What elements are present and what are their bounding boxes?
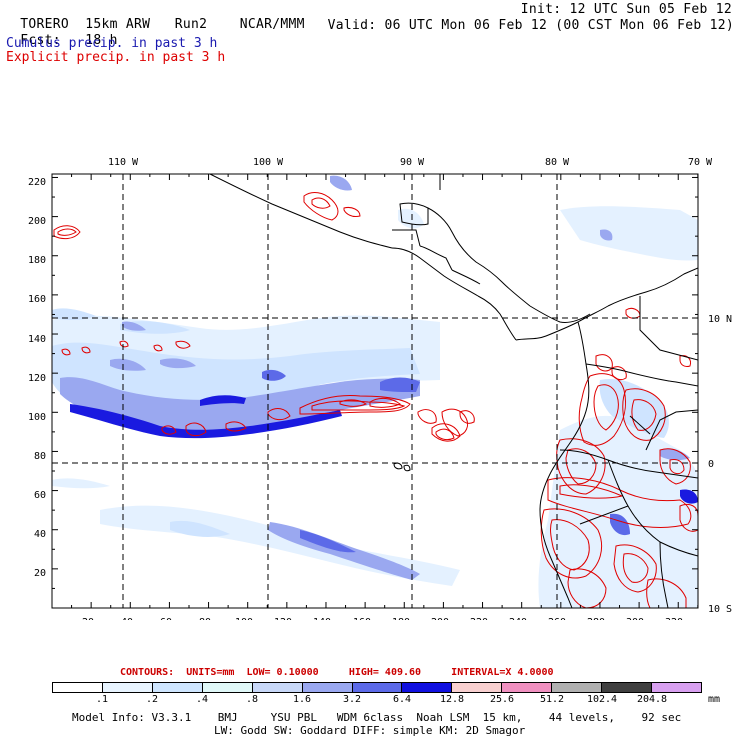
colorbar-swatch — [552, 683, 603, 692]
left-tick-label: 160 — [28, 294, 46, 305]
bottom-tick-label: 160 — [353, 617, 371, 620]
fcst-label: Fcst: — [20, 33, 61, 48]
cumulus-precip-label: Cumulus precip. in past 3 h — [6, 36, 218, 51]
bottom-tick-label: 180 — [392, 617, 410, 620]
colorbar-swatch — [252, 683, 303, 692]
colorbar-label: .1 — [95, 694, 109, 705]
left-tick-label: 140 — [28, 334, 46, 345]
colorbar-label: 3.2 — [342, 694, 362, 705]
bottom-tick-label: 80 — [199, 617, 211, 620]
colorbar-swatch — [652, 683, 701, 692]
frame-ticks — [51, 174, 699, 609]
lon-label-90w: 90 W — [400, 157, 425, 168]
lat-label-0: 0 — [708, 459, 714, 470]
bottom-tick-label: 140 — [313, 617, 331, 620]
colorbar-swatch — [402, 683, 453, 692]
coastlines — [209, 174, 698, 608]
bottom-tick-label: 60 — [160, 617, 172, 620]
fcst-value: 18 h — [85, 33, 118, 48]
valid-time: Valid: 06 UTC Mon 06 Feb 12 (00 CST Mon … — [327, 18, 734, 33]
bottom-tick-label: 40 — [121, 617, 133, 620]
bottom-tick-label: 20 — [82, 617, 94, 620]
bottom-tick-label: 300 — [626, 617, 644, 620]
colorbar-label: mm — [707, 694, 721, 705]
contour-info: CONTOURS: UNITS=mm LOW= 0.10000 HIGH= 40… — [120, 667, 554, 678]
bottom-tick-label: 240 — [509, 617, 527, 620]
contour-label: CONTOURS: — [120, 667, 175, 678]
header-model-line: TORERO 15km ARW Run2 NCAR/MMM — [4, 2, 305, 32]
precip-colorbar — [52, 682, 702, 693]
bottom-tick-label: 200 — [431, 617, 449, 620]
colorbar-label: 6.4 — [392, 694, 412, 705]
lon-label-100w: 100 W — [253, 157, 284, 168]
map-plot-area — [52, 174, 698, 608]
bottom-tick-label: 220 — [470, 617, 488, 620]
lon-label-110w: 110 W — [108, 157, 139, 168]
colorbar-swatch — [202, 683, 253, 692]
colorbar-label: 51.2 — [539, 694, 565, 705]
left-tick-label: 80 — [34, 451, 46, 462]
lon-label-70w: 70 W — [688, 157, 713, 168]
plot-frame — [51, 173, 699, 609]
colorbar-swatch — [102, 683, 153, 692]
left-tick-label: 220 — [28, 177, 46, 188]
cumulus-precip-band — [52, 315, 440, 439]
colorbar-label: 12.8 — [439, 694, 465, 705]
bottom-tick-label: 120 — [274, 617, 292, 620]
left-tick-label: 180 — [28, 255, 46, 266]
northern-precip-patches — [52, 175, 698, 331]
left-tick-label: 20 — [34, 568, 46, 579]
colorbar-label: 204.8 — [636, 694, 668, 705]
colorbar-swatch — [602, 683, 653, 692]
colorbar-label: .4 — [195, 694, 209, 705]
colorbar-swatch — [53, 683, 103, 692]
colorbar-label: 25.6 — [489, 694, 515, 705]
model-resolution: 15km ARW — [85, 17, 151, 32]
explicit-precip-contours — [53, 192, 698, 608]
colorbar-label: 1.6 — [292, 694, 312, 705]
lat-label-10s: 10 S — [708, 604, 732, 615]
colorbar-labels: .1 .2 .4 .8 1.6 3.2 6.4 12.8 25.6 51.2 102.4 204.8 m… — [52, 694, 732, 706]
left-tick-label: 200 — [28, 216, 46, 227]
colorbar-label: .8 — [245, 694, 259, 705]
left-tick-label: 120 — [28, 373, 46, 384]
lon-label-80w: 80 W — [545, 157, 570, 168]
colorbar-swatch — [152, 683, 203, 692]
precipitation-map: 110 W 100 W 90 W 80 W 70 W 10 N 0 10 S 2… — [28, 157, 732, 620]
colorbar-label: 102.4 — [586, 694, 618, 705]
colorbar-swatch — [352, 683, 403, 692]
left-tick-label: 40 — [34, 529, 46, 540]
physics-info-line: LW: Godd SW: Goddard DIFF: simple KM: 2D… — [214, 724, 526, 737]
contour-units: UNITS=mm — [186, 667, 235, 678]
lat-label-10n: 10 N — [708, 314, 732, 325]
colorbar-swatch — [502, 683, 553, 692]
bottom-tick-label: 280 — [587, 617, 605, 620]
forecast-hour-line: Fcst: 18 h — [4, 18, 118, 48]
south-america-precip — [538, 378, 698, 608]
model-source: NCAR/MMM — [239, 17, 305, 32]
left-tick-label: 60 — [34, 490, 46, 501]
graticule — [52, 174, 698, 608]
contour-high: HIGH= 409.60 — [348, 667, 422, 678]
colorbar-swatch — [302, 683, 353, 692]
contour-interval: INTERVAL=X 4.0000 — [451, 667, 554, 678]
contour-low: LOW= 0.10000 — [246, 667, 319, 678]
model-info-line: Model Info: V3.3.1 BMJ YSU PBL WDM 6clas… — [72, 711, 682, 724]
left-tick-label: 100 — [28, 412, 46, 423]
bottom-tick-label: 100 — [235, 617, 253, 620]
southern-precip-band — [52, 478, 460, 586]
bottom-tick-label: 260 — [548, 617, 566, 620]
model-name: TORERO — [20, 17, 70, 32]
colorbar-swatch — [452, 683, 503, 692]
colorbar-label: .2 — [145, 694, 159, 705]
model-run: Run2 — [174, 17, 208, 32]
explicit-precip-label: Explicit precip. in past 3 h — [6, 50, 226, 65]
bottom-tick-label: 320 — [665, 617, 683, 620]
init-time: Init: 12 UTC Sun 05 Feb 12 — [520, 2, 732, 17]
